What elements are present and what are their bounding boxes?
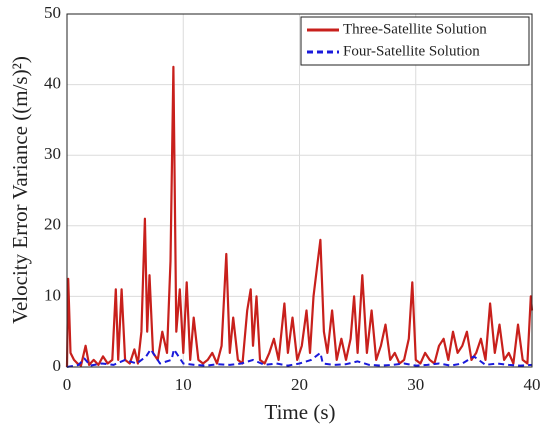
legend-box <box>300 16 530 66</box>
y-tick-label: 30 <box>44 144 61 163</box>
y-tick-label: 0 <box>53 356 62 375</box>
x-tick-label: 30 <box>407 375 424 394</box>
y-axis-label: Velocity Error Variance ((m/s)²) <box>8 56 32 324</box>
y-tick-label: 40 <box>44 74 61 93</box>
legend-label: Four-Satellite Solution <box>343 43 480 59</box>
x-tick-label: 20 <box>291 375 308 394</box>
y-tick-label: 10 <box>44 285 61 304</box>
legend-label: Three-Satellite Solution <box>343 21 487 37</box>
series-line <box>65 65 534 368</box>
plot-frame <box>66 13 533 368</box>
series-line <box>66 348 533 368</box>
x-tick-label: 10 <box>175 375 192 394</box>
x-tick-label: 0 <box>63 375 72 394</box>
y-tick-label: 20 <box>44 215 61 234</box>
x-tick-label: 40 <box>524 375 541 394</box>
x-axis-label: Time (s) <box>265 400 336 424</box>
y-tick-label: 50 <box>44 3 61 22</box>
